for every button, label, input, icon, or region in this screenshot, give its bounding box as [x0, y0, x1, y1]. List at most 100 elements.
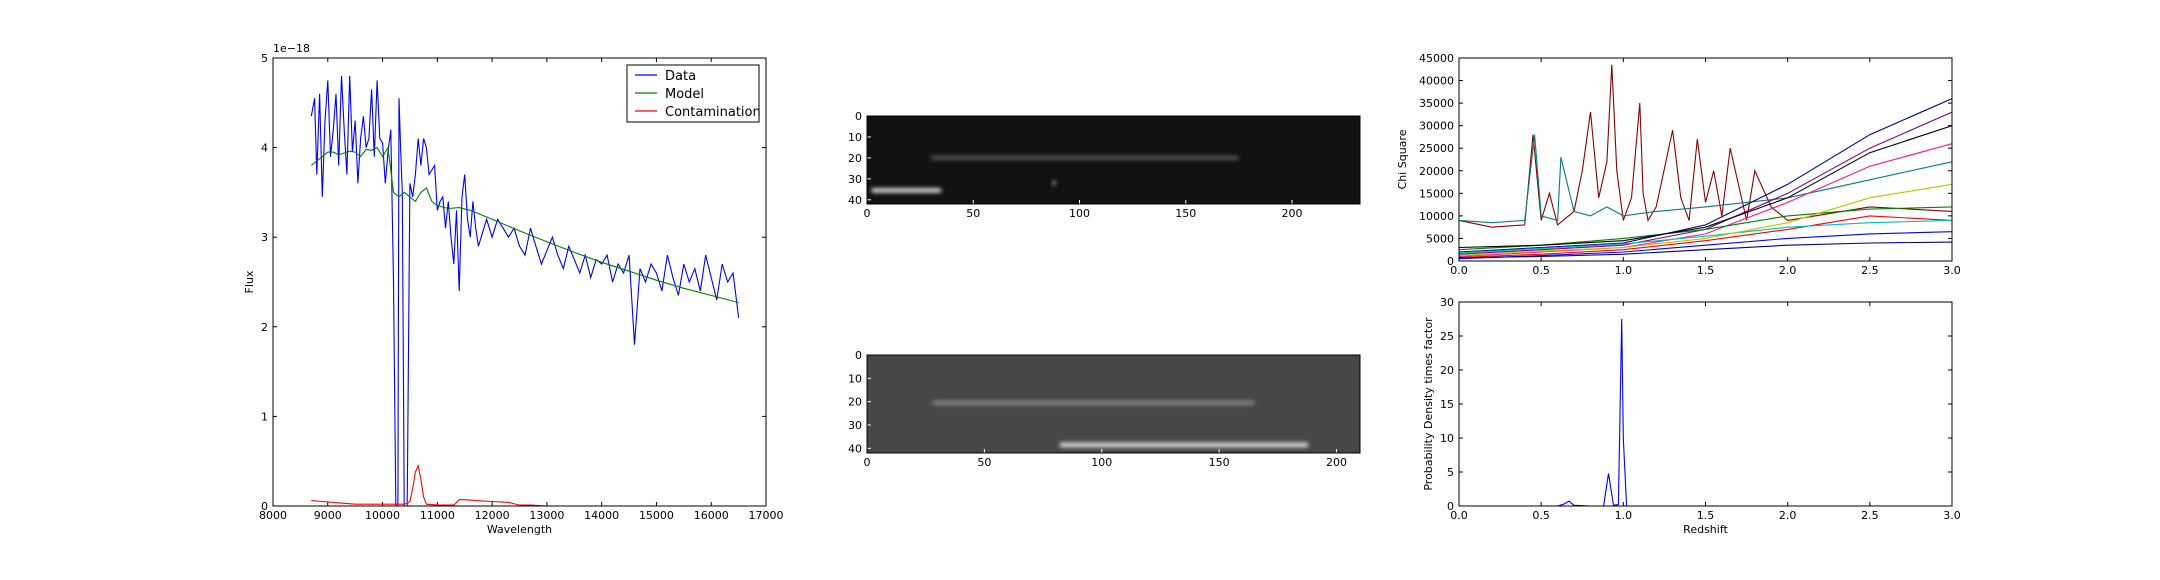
x-tick-label: 13000	[529, 509, 564, 522]
y-offset-label: 1e−18	[273, 42, 310, 55]
x-tick-label: 200	[1326, 456, 1347, 469]
y-tick-label: 3	[261, 231, 268, 244]
y-tick-label: 1	[261, 410, 268, 423]
y-tick-label: 30	[848, 173, 862, 186]
chi-square-curve	[1459, 219, 1952, 254]
plot-panel-4: 0.0 0.5 1.0 1.5 2.0 2.5 3.0 0 5 10 15 20 25 30 Redshif…	[1422, 296, 1961, 536]
y-tick-label: 0	[261, 500, 268, 513]
y-tick-label: 25000	[1419, 142, 1454, 155]
legend: Data Model Contamination	[626, 64, 761, 123]
legend-entry: Contamination	[665, 105, 761, 120]
x-axis-label: Redshift	[1683, 523, 1728, 536]
chi-square-curve	[1459, 125, 1952, 249]
x-tick-label: 2.0	[1779, 264, 1797, 277]
x-tick-label: 1.0	[1615, 264, 1633, 277]
y-tick-label: 4	[261, 142, 268, 155]
x-tick-label: 1.5	[1697, 264, 1715, 277]
x-tick-label: 3.0	[1943, 264, 1961, 277]
x-tick-label: 0	[864, 456, 871, 469]
x-axis-label: Wavelength	[487, 523, 552, 536]
spectral-trace	[1059, 442, 1309, 447]
chi-square-curve	[1459, 143, 1952, 258]
axes-frame	[866, 115, 1361, 205]
bright-spot	[1051, 180, 1057, 186]
chi-square-curve	[1459, 231, 1952, 260]
spectral-trace	[930, 155, 1239, 160]
x-tick-label: 14000	[584, 509, 619, 522]
y-tick-label: 15	[1440, 398, 1454, 411]
x-tick-label: 50	[966, 207, 980, 220]
image-background	[867, 116, 1360, 204]
plot-panel-1: 0 50 100 150 200 0 10 20 30 40	[848, 110, 1361, 220]
x-tick-label: 1.5	[1697, 509, 1715, 522]
chi-square-curve	[1459, 64, 1952, 228]
axes-frame	[272, 57, 767, 507]
series-line-data	[310, 75, 740, 506]
chi-square-curve	[1459, 215, 1952, 258]
axes-frame	[1458, 57, 1953, 262]
legend-entry: Data	[665, 69, 696, 84]
y-tick-label: 0	[1447, 255, 1454, 268]
x-tick-label: 200	[1282, 207, 1303, 220]
x-tick-label: 100	[1069, 207, 1090, 220]
y-tick-label: 30	[848, 419, 862, 432]
x-tick-label: 2.5	[1861, 509, 1879, 522]
chi-square-curve	[1459, 134, 1952, 224]
plot-panel-3: 0.0 0.5 1.0 1.5 2.0 2.5 3.0 0 5000 10000 15000 2000…	[1396, 52, 1961, 277]
x-tick-label: 0.5	[1532, 509, 1550, 522]
chi-square-curve	[1459, 98, 1952, 253]
legend-entry: Model	[665, 87, 704, 102]
y-tick-label: 20	[1440, 364, 1454, 377]
chi-square-curve	[1459, 111, 1952, 255]
x-tick-label: 9000	[314, 509, 342, 522]
y-tick-label: 10	[848, 372, 862, 385]
y-tick-label: 10	[848, 131, 862, 144]
y-tick-label: 5000	[1426, 232, 1454, 245]
y-tick-label: 15000	[1419, 187, 1454, 200]
y-tick-label: 0	[855, 110, 862, 123]
x-tick-label: 15000	[639, 509, 674, 522]
spectral-trace	[932, 400, 1255, 405]
y-tick-label: 2	[261, 321, 268, 334]
x-tick-label: 0.0	[1450, 509, 1468, 522]
x-tick-label: 11000	[420, 509, 455, 522]
y-tick-label: 30	[1440, 296, 1454, 309]
x-tick-label: 50	[977, 456, 991, 469]
y-tick-label: 40	[848, 442, 862, 455]
y-tick-label: 30000	[1419, 120, 1454, 133]
y-axis-label: Chi Square	[1396, 129, 1409, 189]
y-tick-label: 45000	[1419, 52, 1454, 65]
x-tick-label: 16000	[694, 509, 729, 522]
x-tick-label: 12000	[475, 509, 510, 522]
x-tick-label: 2.0	[1779, 509, 1797, 522]
x-tick-label: 0	[864, 207, 871, 220]
x-tick-label: 8000	[259, 509, 287, 522]
y-axis-label: Probability Density times factor	[1422, 317, 1435, 491]
y-tick-label: 40	[848, 194, 862, 207]
x-tick-label: 1.0	[1615, 509, 1633, 522]
plot-panel-2: 0 50 100 150 200 0 10 20 30 40	[848, 349, 1361, 469]
axes-frame	[866, 354, 1361, 454]
x-tick-label: 100	[1091, 456, 1112, 469]
series-line-contamination	[311, 463, 739, 506]
chi-square-curve	[1459, 183, 1952, 257]
y-tick-label: 40000	[1419, 75, 1454, 88]
y-tick-label: 20	[848, 396, 862, 409]
y-tick-label: 10	[1440, 432, 1454, 445]
x-tick-label: 150	[1209, 456, 1230, 469]
y-tick-label: 25	[1440, 330, 1454, 343]
x-tick-label: 0.5	[1532, 264, 1550, 277]
y-tick-label: 0	[1447, 500, 1454, 513]
chi-square-curve	[1459, 241, 1952, 259]
plot-panel-0: 8000 9000 10000 11000 12000 13000 14000 15000 16…	[243, 42, 784, 536]
series-line-model	[310, 145, 739, 304]
y-axis-label: Flux	[243, 270, 256, 293]
y-tick-label: 5	[1447, 466, 1454, 479]
y-tick-label: 35000	[1419, 97, 1454, 110]
x-tick-label: 10000	[365, 509, 400, 522]
y-tick-label: 20	[848, 152, 862, 165]
x-tick-label: 150	[1175, 207, 1196, 220]
y-tick-label: 10000	[1419, 210, 1454, 223]
